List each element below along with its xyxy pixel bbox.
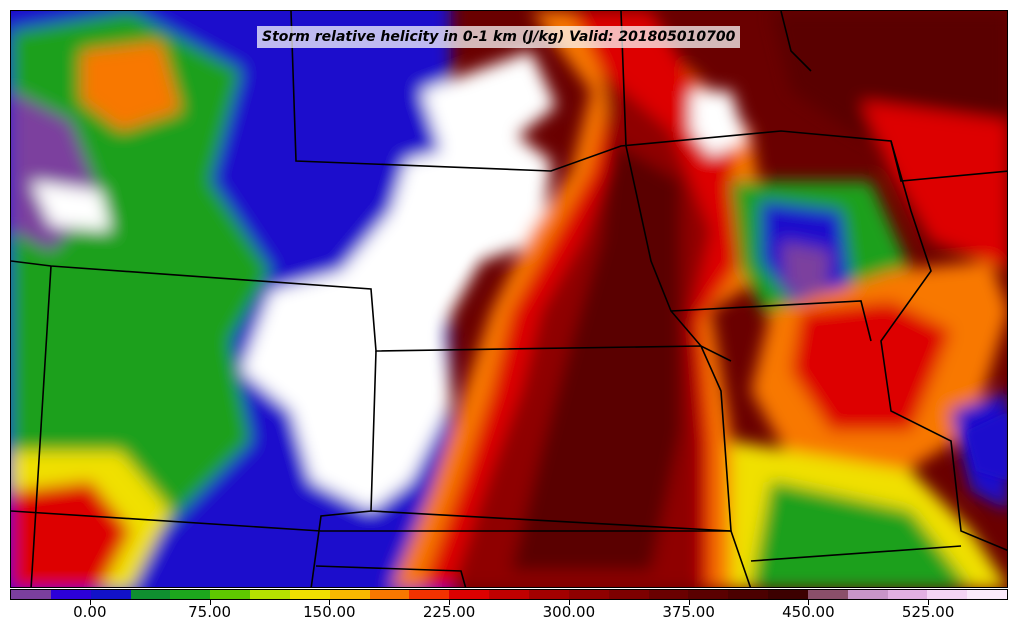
colorbar-segment-2 [90,590,131,599]
east-purple [781,241,831,301]
colorbar-segment-15 [608,590,649,599]
colorbar-segment-23 [927,590,968,599]
colorbar-segment-13 [528,590,569,599]
colorbar-tick [329,600,331,605]
colorbar-segment-3 [130,590,171,599]
colorbar-segment-24 [967,590,1008,599]
plains-white-core [281,161,521,481]
colorbar-tick-label: 375.00 [662,603,715,621]
colorbar-segment-5 [210,590,251,599]
northwest-orange [81,41,181,131]
colorbar-tick-label: 225.00 [422,603,476,621]
plume-maroon [511,141,681,571]
colorbar-segment-17 [688,590,729,599]
colorbar-tick-label: 150.00 [303,603,356,621]
colorbar-segment-4 [170,590,211,599]
colorbar-segment-16 [648,590,689,599]
colorbar-tick [688,600,690,605]
state-boundaries [11,11,1007,587]
colorbar-segment-22 [887,590,928,599]
far-east-blue-core [966,411,1007,481]
west-white-patch [31,181,111,231]
map-title: Storm relative helicity in 0-1 km (J/kg)… [257,26,741,48]
map-panel: Storm relative helicity in 0-1 km (J/kg)… [10,10,1008,588]
colorbar-tick [568,600,570,605]
colorbar-tick-label: 75.00 [188,603,232,621]
colorbar-tick [449,600,451,605]
north-white-region [421,51,556,151]
helicity-map [11,11,1007,587]
colorbar-segment-10 [409,590,450,599]
colorbar-tick-label: 300.00 [542,603,596,621]
colorbar-segment-1 [50,590,91,599]
southeast-red [791,301,951,431]
southwest-red [11,481,131,587]
colorbar-tick-label: 525.00 [901,603,955,621]
north-central-white [691,91,746,156]
colorbar-tick [928,600,930,605]
colorbar-tick [808,600,810,605]
colorbar-segment-8 [329,590,370,599]
colorbar-labels: 0.00 75.00 150.00 225.00 300.00 375.00 450.00 5… [10,603,1008,625]
colorbar-segment-19 [768,590,808,599]
colorbar-segment-12 [489,590,529,599]
colorbar-ticks [10,600,1008,606]
colorbar-segment-7 [289,590,330,599]
colorbar-tick [209,600,211,605]
northeast-red [861,101,1007,271]
colorbar-tick-label: 0.00 [73,603,107,621]
colorbar-tick-label: 450.00 [782,603,835,621]
colorbar-segment-0 [11,590,51,599]
southeast-green [751,481,970,587]
colorbar-segment-18 [728,590,769,599]
colorbar-segment-21 [847,590,888,599]
colorbar-segment-6 [250,590,290,599]
colorbar [10,589,1008,600]
colorbar-segment-20 [807,590,848,599]
colorbar-tick [89,600,91,605]
colorbar-segment-11 [449,590,490,599]
colorbar-segment-14 [568,590,609,599]
colorbar-segment-9 [369,590,410,599]
